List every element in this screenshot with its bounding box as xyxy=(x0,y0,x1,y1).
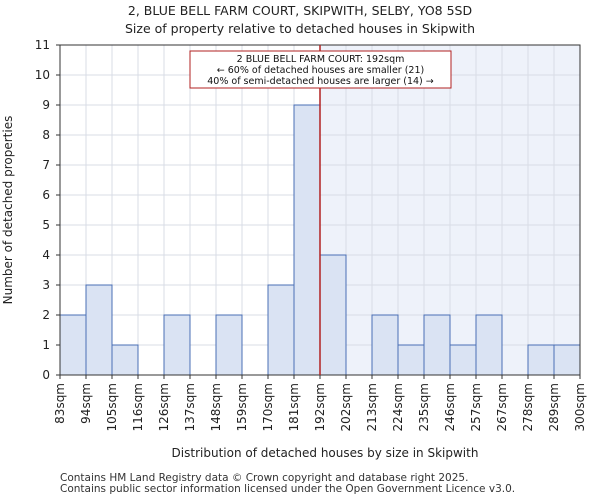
x-axis-label: Distribution of detached houses by size … xyxy=(172,446,479,460)
y-tick-label: 5 xyxy=(42,218,50,232)
bar-83sqm xyxy=(59,314,87,376)
bar-105sqm xyxy=(111,344,139,376)
bar-278sqm xyxy=(527,344,555,376)
bar-289sqm xyxy=(553,344,581,376)
y-tick-label: 0 xyxy=(42,368,50,382)
bar-224sqm xyxy=(397,344,425,376)
x-tick-label: 83sqm xyxy=(53,383,67,424)
x-tick-label: 235sqm xyxy=(417,383,431,431)
footer-licence: Contains public sector information licen… xyxy=(60,483,516,495)
x-tick-label: 105sqm xyxy=(105,383,119,431)
y-tick-label: 3 xyxy=(42,278,50,292)
x-tick-label: 202sqm xyxy=(339,383,353,431)
footer-copyright: Contains HM Land Registry data © Crown c… xyxy=(60,472,469,484)
x-tick-label: 246sqm xyxy=(443,383,457,431)
x-tick-label: 137sqm xyxy=(183,383,197,431)
y-tick-label: 10 xyxy=(35,68,50,82)
x-tick-label: 181sqm xyxy=(287,383,301,431)
bar-94sqm xyxy=(85,284,113,376)
chart-title: Size of property relative to detached ho… xyxy=(124,21,475,36)
bar-235sqm xyxy=(423,314,451,376)
x-tick-label: 192sqm xyxy=(313,383,327,431)
x-tick-label: 267sqm xyxy=(495,383,509,431)
bar-126sqm xyxy=(163,314,191,376)
y-tick-label: 1 xyxy=(42,338,50,352)
y-tick-label: 11 xyxy=(35,38,50,52)
x-tick-label: 148sqm xyxy=(209,383,223,431)
y-tick-label: 6 xyxy=(42,188,50,202)
y-axis-label: Number of detached properties xyxy=(1,116,15,305)
y-axis: 0 1 2 3 4 5 6 7 8 9 10 11 xyxy=(35,38,60,382)
chart-title-address: 2, BLUE BELL FARM COURT, SKIPWITH, SELBY… xyxy=(127,3,473,18)
x-tick-label: 300sqm xyxy=(573,383,587,431)
x-axis: 83sqm 94sqm 105sqm 116sqm 126sqm 137sqm 148sqm… xyxy=(53,375,587,431)
y-tick-label: 8 xyxy=(42,128,50,142)
x-tick-label: 159sqm xyxy=(235,383,249,431)
x-tick-label: 278sqm xyxy=(521,383,535,431)
x-tick-label: 289sqm xyxy=(547,383,561,431)
bars xyxy=(59,104,581,376)
annotation-line-1: 2 BLUE BELL FARM COURT: 192sqm xyxy=(237,54,405,65)
y-tick-label: 9 xyxy=(42,98,50,112)
annotation-box: 2 BLUE BELL FARM COURT: 192sqm ← 60% of … xyxy=(189,50,452,89)
y-tick-label: 2 xyxy=(42,308,50,322)
bar-192sqm xyxy=(319,254,347,376)
bar-213sqm xyxy=(371,314,399,376)
bar-257sqm xyxy=(475,314,503,376)
bar-148sqm xyxy=(215,314,243,376)
bar-181sqm xyxy=(293,104,321,376)
x-tick-label: 257sqm xyxy=(469,383,483,431)
bar-170sqm xyxy=(267,284,295,376)
x-tick-label: 170sqm xyxy=(261,383,275,431)
x-tick-label: 116sqm xyxy=(131,383,145,431)
annotation-line-3: 40% of semi-detached houses are larger (… xyxy=(207,76,434,87)
y-tick-label: 7 xyxy=(42,158,50,172)
bar-246sqm xyxy=(449,344,477,376)
x-tick-label: 126sqm xyxy=(157,383,171,431)
x-tick-label: 213sqm xyxy=(365,383,379,431)
x-tick-label: 94sqm xyxy=(79,383,93,424)
annotation-border xyxy=(189,50,452,89)
annotation-line-2: ← 60% of detached houses are smaller (21… xyxy=(217,65,424,76)
x-tick-label: 224sqm xyxy=(391,383,405,431)
y-tick-label: 4 xyxy=(42,248,50,262)
